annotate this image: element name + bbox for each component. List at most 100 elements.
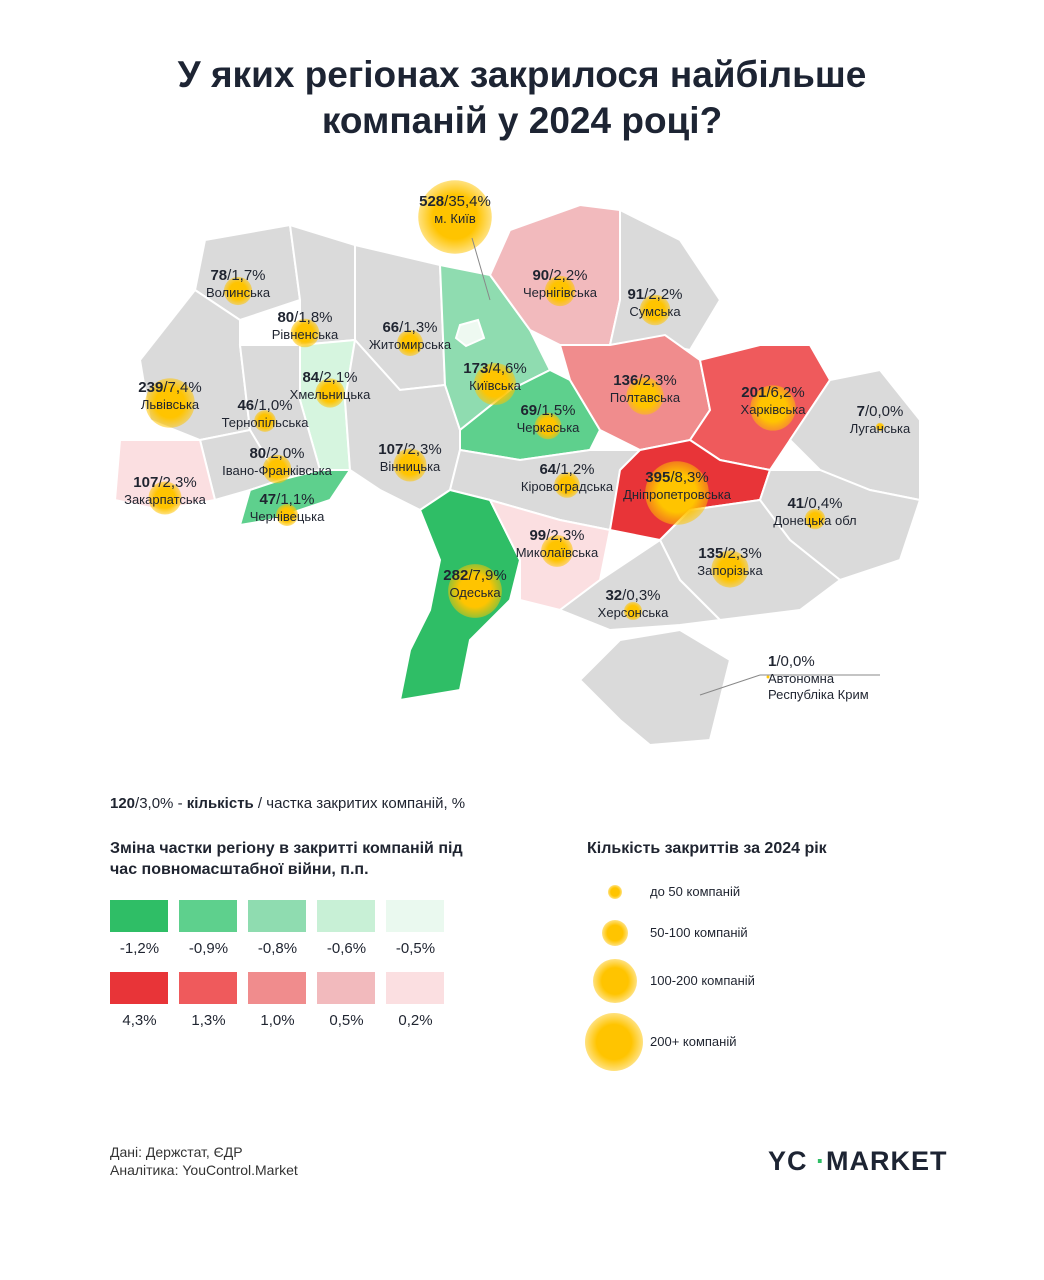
- share: 35,4%: [448, 193, 491, 210]
- region-label: 528/35,4% м. Київ: [419, 193, 491, 227]
- share: 1,8%: [298, 309, 333, 326]
- region-label: 201/6,2% Харківська: [741, 384, 806, 418]
- region-name: Івано-Франківська: [222, 463, 332, 478]
- separator: /: [776, 653, 781, 670]
- count: 80: [249, 445, 267, 462]
- bubble: [804, 508, 826, 530]
- label-values: 173/4,6%: [463, 360, 526, 378]
- separator: /: [670, 469, 675, 486]
- share: 1,7%: [231, 267, 266, 284]
- count: 41: [787, 495, 805, 512]
- region-name: Харківська: [740, 402, 806, 417]
- size-label: 100-200 компаній: [650, 973, 755, 988]
- bubble: [418, 180, 492, 254]
- region-name: Чернігівська: [522, 285, 598, 300]
- share: 1,3%: [403, 319, 438, 336]
- logo: YC ·MARKET: [768, 1146, 948, 1176]
- region-name: м. Київ: [434, 211, 476, 226]
- label-values: 46/1,0%: [222, 397, 309, 415]
- leader-line: [699, 674, 761, 696]
- separator: /: [864, 403, 870, 420]
- region-label: 1/0,0% Автономна Республіка Крим: [768, 653, 898, 703]
- count: 64: [539, 461, 557, 478]
- share: 7,4%: [167, 379, 202, 396]
- region-name: Чернівецька: [249, 509, 325, 524]
- swatch-label: -0,9%: [188, 940, 229, 957]
- region-name: Дніпропетровська: [623, 487, 731, 502]
- bubble: [393, 448, 427, 482]
- region-label: 91/2,2% Сумська: [627, 286, 682, 320]
- bubble: [875, 422, 885, 432]
- separator: /: [546, 527, 551, 544]
- separator: /: [644, 286, 649, 303]
- separator: /: [399, 319, 404, 336]
- swatch: [110, 972, 168, 1004]
- region-shape: [557, 538, 723, 632]
- separator: /: [468, 567, 473, 584]
- label-values: 80/2,0%: [222, 445, 332, 463]
- bubble: [541, 535, 573, 567]
- region-label: 282/7,9% Одеська: [443, 567, 506, 601]
- region-label: 78/1,7% Волинська: [206, 267, 270, 301]
- separator: /: [444, 193, 449, 210]
- label-values: 107/2,3%: [378, 441, 441, 459]
- size-circle: [602, 920, 628, 946]
- region-label: 32/0,3% Херсонська: [598, 587, 669, 621]
- separator: /: [622, 587, 627, 604]
- label-values: 135/2,3%: [697, 545, 762, 563]
- region-name: Тернопільська: [221, 415, 309, 430]
- size-label: 50-100 компаній: [650, 925, 748, 940]
- swatch-label: 4,3%: [122, 1012, 157, 1029]
- separator: /: [488, 360, 493, 377]
- separator: /: [227, 267, 232, 284]
- region-name: Сумська: [629, 304, 681, 319]
- swatch: [248, 900, 306, 932]
- footer-source: Дані: Держстат, ЄДР: [110, 1144, 243, 1160]
- region-label: 107/2,3% Закарпатська: [124, 474, 206, 508]
- bubble: [534, 412, 562, 440]
- region-label: 46/1,0% Тернопільська: [222, 397, 309, 431]
- swatch-label: 1,0%: [260, 1012, 295, 1029]
- share: 0,0%: [869, 403, 904, 420]
- change-legend-title: Зміна частки регіону в закритті компаній…: [110, 840, 463, 878]
- count: 78: [210, 267, 228, 284]
- separator: /: [638, 372, 643, 389]
- size-legend-title: Кількість закриттів за 2024 рік: [587, 840, 827, 857]
- size-legend-circles: [585, 885, 643, 1071]
- region-label: 69/1,5% Черкаська: [517, 402, 580, 436]
- swatch: [179, 900, 237, 932]
- label-values: 64/1,2%: [521, 461, 613, 479]
- region-shape: [454, 318, 486, 348]
- share: 1,2%: [560, 461, 595, 478]
- label-values: 201/6,2%: [741, 384, 806, 402]
- bubble: [473, 362, 517, 406]
- share: 2,3%: [162, 474, 197, 491]
- separator: /: [254, 397, 259, 414]
- bubble: [645, 461, 709, 525]
- swatch: [317, 900, 375, 932]
- example-rest: / частка закритих компаній, %: [253, 795, 466, 812]
- count: 80: [277, 309, 295, 326]
- region-name: Закарпатська: [124, 492, 206, 507]
- size-circle: [585, 1013, 643, 1071]
- region-name: Донецька обл: [773, 513, 857, 528]
- region-name: Миколаївська: [515, 545, 599, 560]
- share: 0,4%: [808, 495, 843, 512]
- share: 2,2%: [648, 286, 683, 303]
- bubble: [711, 550, 749, 588]
- count: 107: [378, 441, 404, 458]
- separator: /: [319, 369, 324, 386]
- count: 135: [698, 545, 724, 562]
- separator: /: [403, 441, 408, 458]
- region-shape: [608, 208, 722, 352]
- label-values: 107/2,3%: [124, 474, 206, 492]
- region-shape: [113, 439, 217, 512]
- swatch-label: -0,8%: [257, 940, 298, 957]
- label-values: 528/35,4%: [419, 193, 491, 211]
- share: 2,3%: [550, 527, 585, 544]
- count: 395: [645, 469, 671, 486]
- region-name: Вінницька: [379, 459, 441, 474]
- region-label: 239/7,4% Львівська: [138, 379, 201, 413]
- region-name: Рівненська: [271, 327, 339, 342]
